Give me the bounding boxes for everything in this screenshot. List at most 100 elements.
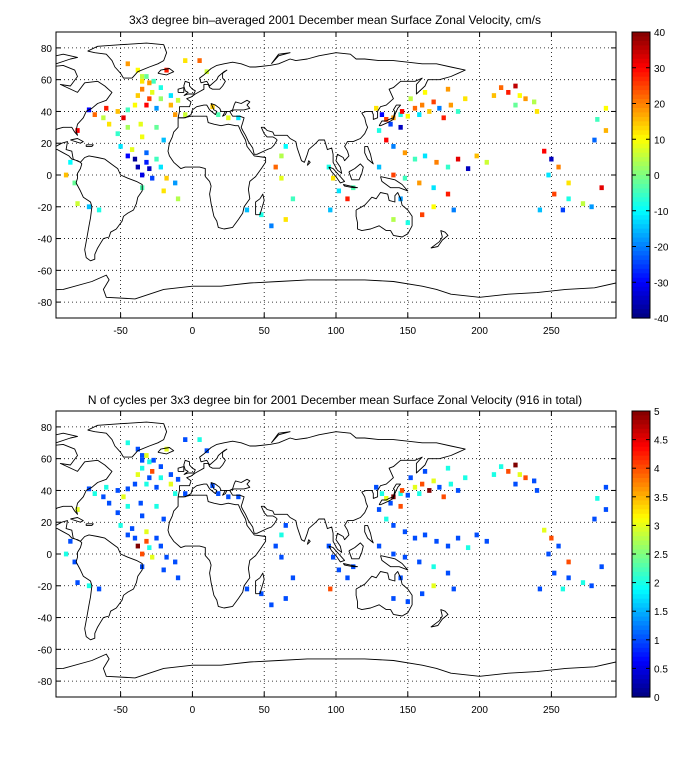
bin-cell <box>150 175 155 181</box>
colorbar-segment <box>632 419 650 426</box>
bin-cell <box>534 488 540 493</box>
bin-cell <box>330 554 336 560</box>
bin-cell <box>144 538 149 544</box>
colorbar-segment <box>632 179 650 185</box>
x-tick-label: 100 <box>328 326 345 337</box>
y-tick-label: 80 <box>41 423 53 434</box>
coastline <box>271 52 291 65</box>
colorbar-tick-label: 5 <box>654 407 660 418</box>
bin-cell <box>422 89 428 95</box>
bin-cell <box>132 156 138 162</box>
bin-cell <box>448 481 454 487</box>
colorbar-segment <box>632 224 650 230</box>
colorbar-segment <box>632 679 650 685</box>
colorbar-segment <box>632 656 650 662</box>
coastline <box>56 64 113 163</box>
colorbar-tick-label: 20 <box>654 100 666 111</box>
bin-cell <box>328 207 333 213</box>
bin-cell <box>273 164 278 170</box>
bin-cell <box>412 156 418 162</box>
bin-cell <box>402 175 408 181</box>
bin-cell <box>560 586 566 592</box>
y-tick-label: 40 <box>41 107 53 118</box>
colorbar-segment <box>632 264 650 270</box>
colorbar-segment <box>632 616 650 622</box>
colorbar-tick-label: 1.5 <box>654 607 668 618</box>
colorbar-segment <box>632 259 650 265</box>
bin-cell <box>592 137 597 143</box>
bin-cell <box>140 453 145 458</box>
y-tick-label: -80 <box>38 298 53 309</box>
bin-cell <box>328 586 333 592</box>
colorbar-segment <box>632 277 650 283</box>
bin-cell <box>175 476 181 482</box>
bin-cell <box>259 591 264 597</box>
bin-cell <box>513 83 518 89</box>
bin-cell <box>129 526 135 531</box>
coastline <box>167 115 267 230</box>
bin-cell <box>420 481 425 487</box>
colorbar-segment <box>632 482 650 488</box>
bin-cell <box>599 564 604 570</box>
bin-cell <box>448 102 454 108</box>
bin-cell <box>431 583 436 589</box>
y-tick-label: 60 <box>41 455 53 466</box>
coastline <box>70 138 84 144</box>
bin-cell <box>379 112 385 118</box>
bin-cell <box>506 89 511 95</box>
bin-cell <box>580 201 586 206</box>
bin-cell <box>68 538 73 544</box>
colorbar-segment <box>632 246 650 252</box>
bin-cell <box>484 538 489 544</box>
bin-cell <box>592 516 597 522</box>
colorbar-segment <box>632 603 650 609</box>
colorbar-segment <box>632 504 650 510</box>
bin-cell <box>125 107 130 113</box>
colorbar-segment <box>632 125 650 131</box>
colorbar-tick-label: 0.5 <box>654 664 668 675</box>
colorbar-segment <box>632 688 650 694</box>
bin-cell <box>283 523 288 528</box>
bin-cell <box>420 212 425 218</box>
colorbar-segment <box>632 201 650 207</box>
y-tick-label: 40 <box>41 486 53 497</box>
colorbar-segment <box>632 157 650 163</box>
bin-cell <box>455 488 461 493</box>
bin-cell <box>402 150 408 156</box>
bin-cell <box>144 150 149 156</box>
y-tick-label: -80 <box>38 677 53 688</box>
x-tick-label: 200 <box>471 705 488 716</box>
colorbar-segment <box>632 478 650 484</box>
coastline <box>348 542 364 560</box>
bin-cell <box>92 112 97 118</box>
y-tick-label: -20 <box>38 203 53 214</box>
colorbar-segment <box>632 545 650 551</box>
bin-cell <box>595 496 600 501</box>
bin-cell <box>566 575 571 581</box>
colorbar-segment <box>632 304 650 310</box>
colorbar-segment <box>632 233 650 239</box>
bin-cell <box>125 153 130 159</box>
coastline <box>85 523 94 526</box>
bin-cell <box>115 510 120 516</box>
y-tick-label: 20 <box>41 518 53 529</box>
colorbar-segment <box>632 250 650 257</box>
bin-cell <box>63 172 69 178</box>
bin-cell <box>534 109 540 114</box>
bin-cell <box>283 144 288 149</box>
colorbar-segment <box>632 197 650 203</box>
bin-cell <box>175 575 181 581</box>
bin-cell <box>422 153 428 159</box>
bin-cell <box>336 567 342 573</box>
bin-cell <box>506 468 511 474</box>
bin-cell <box>431 478 436 484</box>
coastline <box>75 155 143 262</box>
bin-cell <box>517 472 522 477</box>
coastline <box>380 176 409 192</box>
coastline <box>378 483 402 506</box>
bin-cell <box>104 484 109 490</box>
bin-cell <box>115 131 120 137</box>
bin-cell <box>437 105 442 111</box>
bin-cell <box>455 109 461 114</box>
colorbar-segment <box>632 67 650 73</box>
